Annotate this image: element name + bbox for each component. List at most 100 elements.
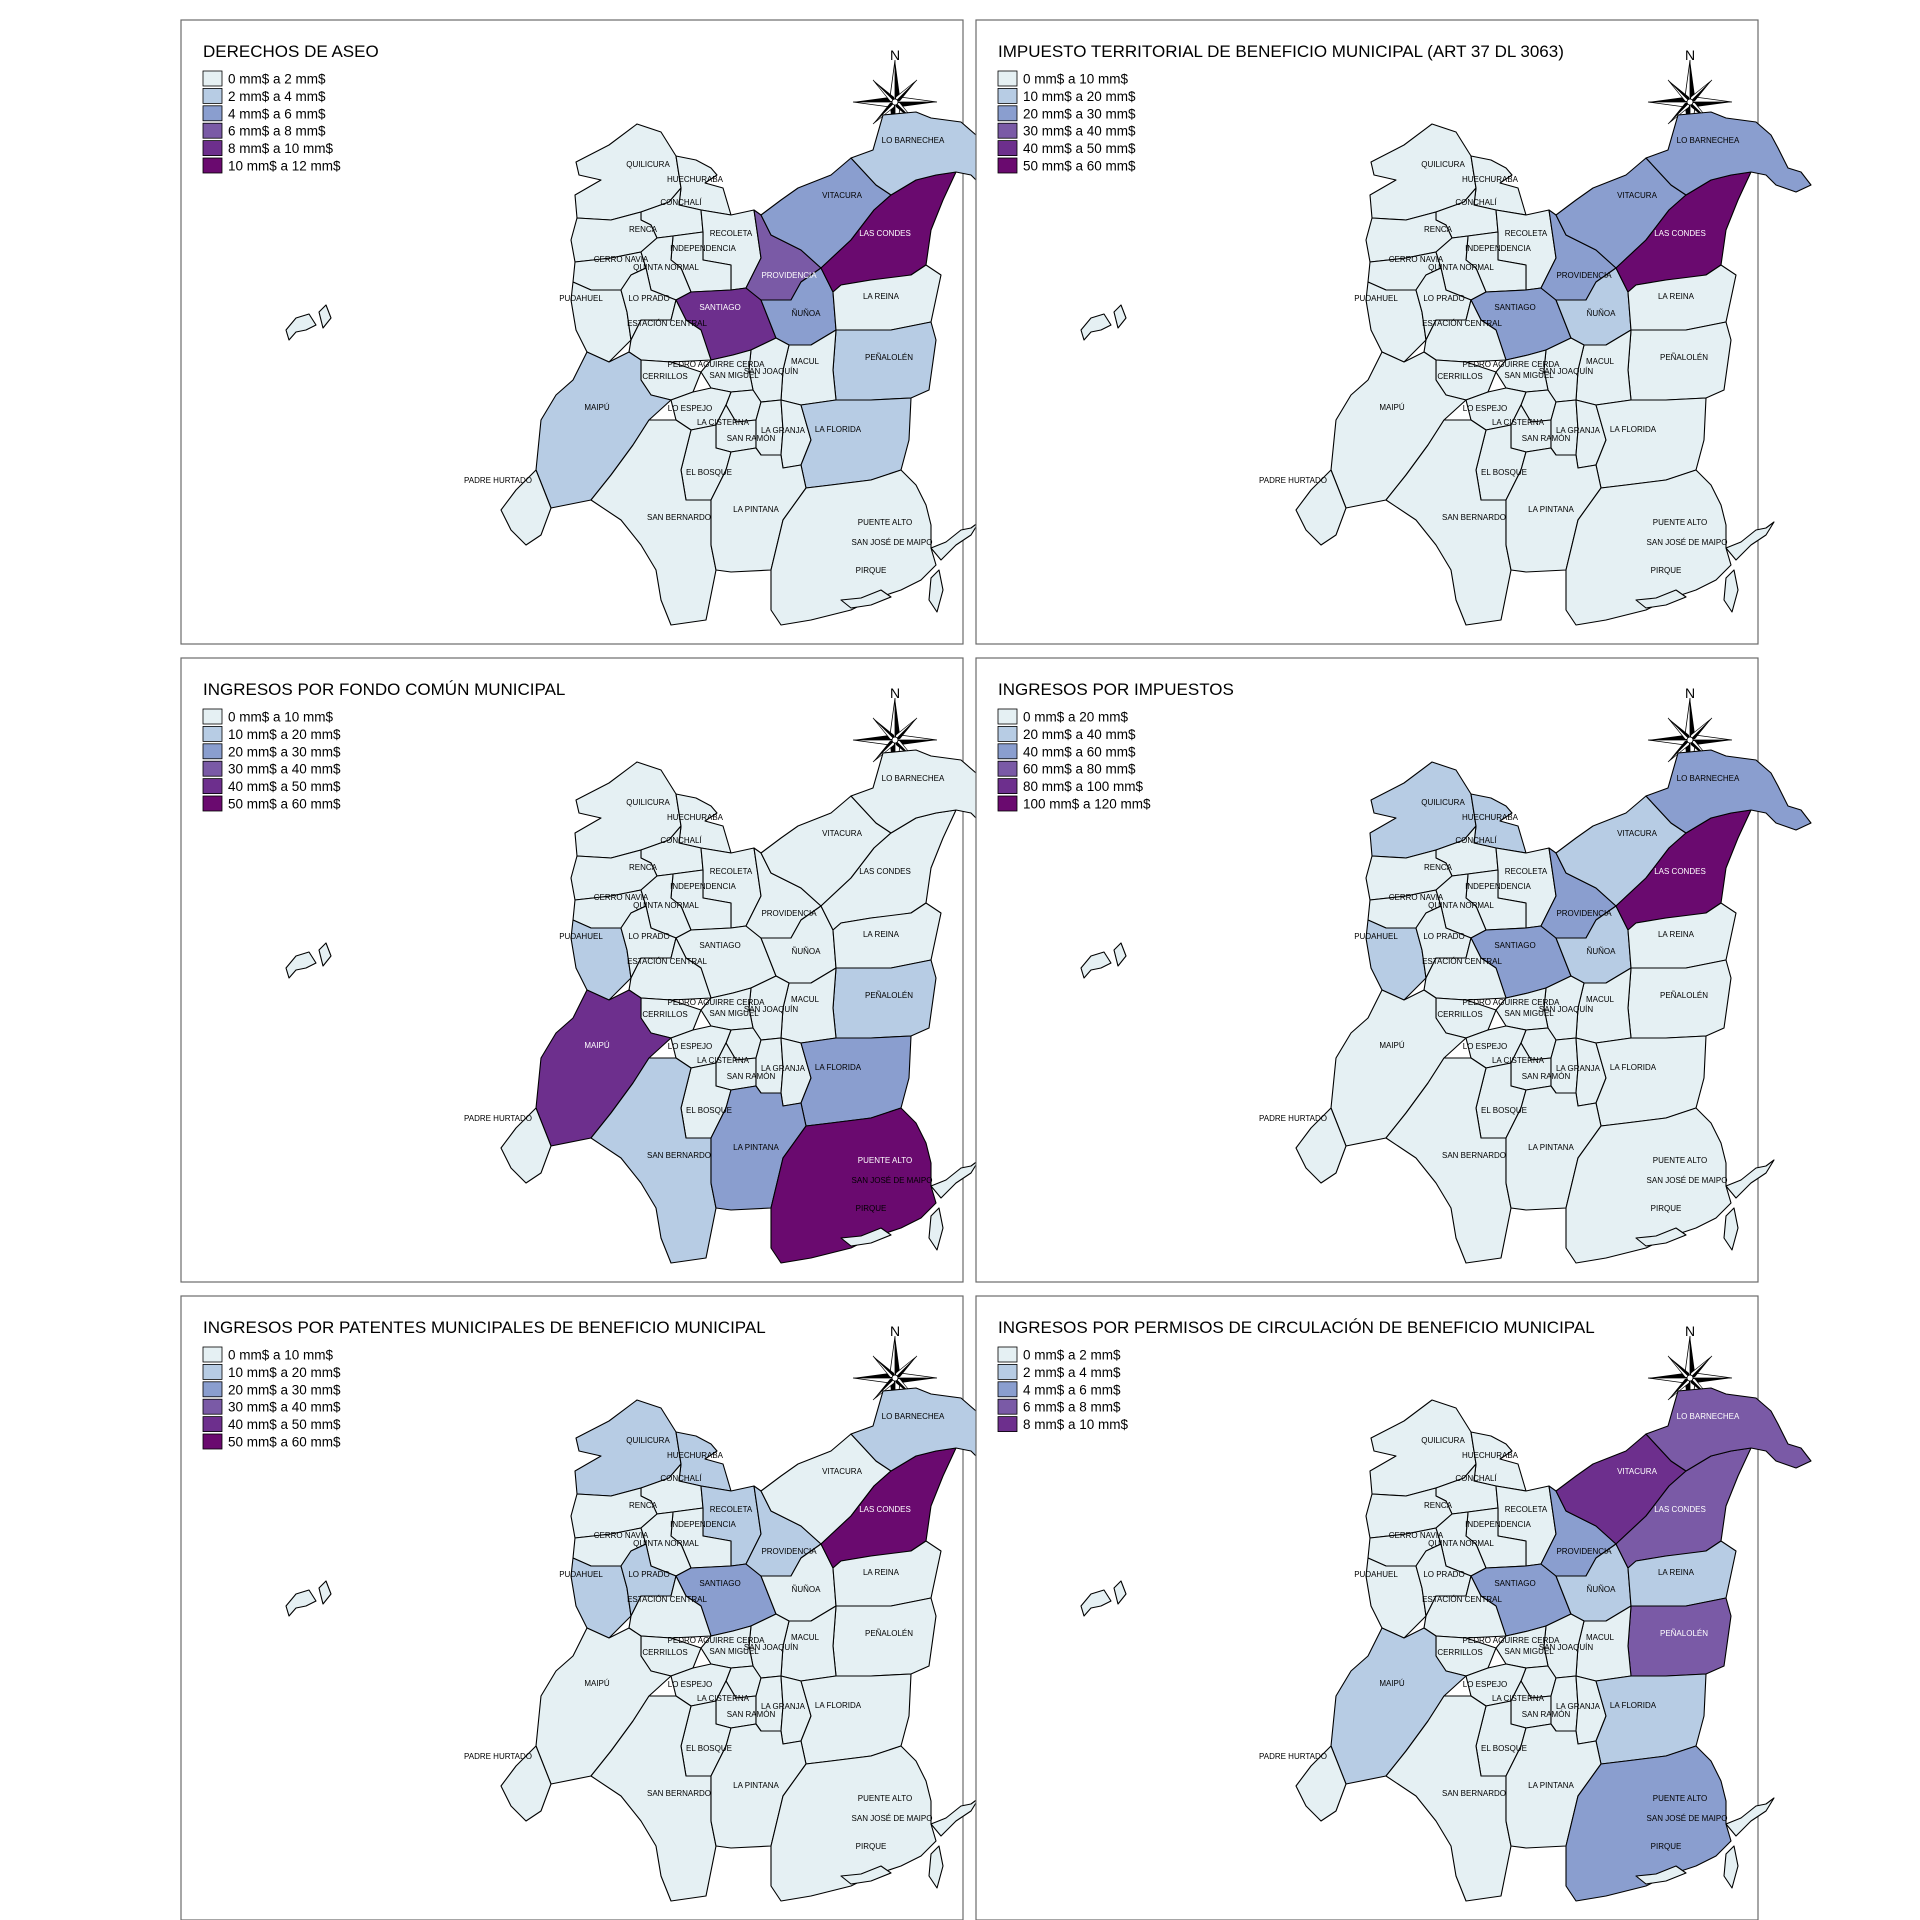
- comuna-label: PEÑALOLÉN: [1660, 991, 1708, 1000]
- comuna-label: RECOLETA: [1505, 867, 1548, 876]
- island-shape: [285, 313, 317, 341]
- comuna-label: ESTACIÓN CENTRAL: [1422, 1595, 1502, 1604]
- comuna-label: LA PINTANA: [733, 1781, 779, 1790]
- comuna-label: INDEPENDENCIA: [1465, 1520, 1531, 1529]
- comuna-label: RENCA: [629, 1501, 658, 1510]
- comuna-label: EL BOSQUE: [1481, 468, 1527, 477]
- comuna-label: MAIPÚ: [1379, 1679, 1405, 1688]
- comuna-pirque: [840, 1865, 892, 1885]
- north-label: N: [890, 47, 900, 63]
- comuna-label: LA PINTANA: [1528, 505, 1574, 514]
- map-panel-5: INGRESOS POR PATENTES MUNICIPALES DE BEN…: [180, 1295, 1017, 1920]
- comuna-label: HUECHURABA: [1462, 1451, 1519, 1460]
- legend-swatch: [202, 157, 223, 174]
- comuna-label: SANTIAGO: [699, 1579, 740, 1588]
- comuna-label: PUDAHUEL: [1354, 1570, 1398, 1579]
- comuna-label: SAN MIGUEL: [1504, 371, 1554, 380]
- island-shape: [1113, 942, 1127, 967]
- legend-label: 0 mm$ a 10 mm$: [1023, 72, 1129, 87]
- north-label: N: [1685, 685, 1695, 701]
- comuna-label: LA REINA: [1658, 292, 1695, 301]
- comuna-label: INDEPENDENCIA: [670, 244, 736, 253]
- comuna-label: SAN MIGUEL: [709, 1009, 759, 1018]
- compass-rose-icon: N: [852, 1323, 938, 1421]
- comuna-label: QUINTA NORMAL: [633, 901, 699, 910]
- legend-swatch: [202, 1346, 223, 1363]
- comuna-label: LA GRANJA: [1556, 1064, 1601, 1073]
- comuna-label: LA GRANJA: [761, 1064, 806, 1073]
- comuna-label: LAS CONDES: [1654, 229, 1706, 238]
- compass-rose-icon: N: [852, 685, 938, 783]
- comuna-label: RECOLETA: [1505, 1505, 1548, 1514]
- map-title: INGRESOS POR PERMISOS DE CIRCULACIÓN DE …: [998, 1318, 1595, 1337]
- map-title: INGRESOS POR PATENTES MUNICIPALES DE BEN…: [203, 1318, 766, 1337]
- comuna-label: PADRE HURTADO: [1259, 1114, 1327, 1123]
- comuna-label: SAN RAMÓN: [727, 1072, 776, 1081]
- legend-label: 6 mm$ a 8 mm$: [228, 124, 326, 139]
- comuna-label: PEDRO AGUIRRE CERDA: [1463, 998, 1561, 1007]
- comuna-label: MACUL: [1586, 1633, 1615, 1642]
- comuna-label: ÑUÑOA: [792, 309, 822, 318]
- map-title: INGRESOS POR FONDO COMÚN MUNICIPAL: [203, 680, 565, 699]
- comuna-label: SAN RAMÓN: [1522, 1072, 1571, 1081]
- legend-label: 20 mm$ a 30 mm$: [228, 1382, 341, 1397]
- legend-swatch: [202, 1416, 223, 1432]
- legend-swatch: [202, 743, 223, 760]
- comuna-label: SANTIAGO: [1494, 1579, 1535, 1588]
- legend-label: 8 mm$ a 10 mm$: [1023, 1417, 1129, 1432]
- compass-rose-icon: N: [1647, 47, 1733, 145]
- legend-label: 0 mm$ a 2 mm$: [1023, 1348, 1121, 1363]
- legend: 0 mm$ a 2 mm$ 2 mm$ a 4 mm$ 4 mm$ a 6 mm$ 6…: [202, 70, 341, 174]
- legend-swatch: [997, 778, 1018, 794]
- comuna-pudahuel: [1365, 919, 1427, 1001]
- comuna-pudahuel: [570, 1557, 632, 1639]
- legend-swatch: [997, 140, 1018, 156]
- legend-swatch: [202, 708, 223, 725]
- comuna-label: RENCA: [629, 863, 658, 872]
- comuna-puente-alto: [770, 1107, 937, 1264]
- comuna-label: LO BARNECHEA: [1677, 774, 1740, 783]
- comuna-label: PROVIDENCIA: [1556, 1547, 1612, 1556]
- legend-swatch: [997, 1416, 1018, 1432]
- comuna-label: VITACURA: [1617, 191, 1658, 200]
- legend-label: 8 mm$ a 10 mm$: [228, 141, 334, 156]
- comuna-label: SAN MIGUEL: [709, 1647, 759, 1656]
- comuna-label: SANTIAGO: [699, 303, 740, 312]
- comuna-label: CONCHALÍ: [660, 1474, 702, 1483]
- comuna-label: LAS CONDES: [1654, 867, 1706, 876]
- map-title: DERECHOS DE ASEO: [203, 42, 379, 61]
- comuna-label: PEDRO AGUIRRE CERDA: [1463, 1636, 1561, 1645]
- comuna-label: EL BOSQUE: [686, 1106, 732, 1115]
- comuna-label: ESTACIÓN CENTRAL: [627, 319, 707, 328]
- legend-label: 30 mm$ a 40 mm$: [1023, 124, 1136, 139]
- comuna-label: CERRO NAVIA: [594, 1531, 649, 1540]
- comuna-label: LAS CONDES: [859, 1505, 911, 1514]
- comuna-label: CERRO NAVIA: [594, 255, 649, 264]
- comuna-label: LO BARNECHEA: [1677, 1412, 1740, 1421]
- comuna-label: LA PINTANA: [1528, 1781, 1574, 1790]
- comuna-label: LA FLORIDA: [815, 425, 862, 434]
- comuna-label: INDEPENDENCIA: [1465, 244, 1531, 253]
- comuna-label: PIRQUE: [1651, 1842, 1682, 1851]
- comuna-label: QUILICURA: [626, 798, 670, 807]
- island-shape: [928, 569, 944, 613]
- comuna-label: SAN RAMÓN: [1522, 1710, 1571, 1719]
- comuna-label: SAN JOSÉ DE MAIPO: [1647, 1814, 1728, 1823]
- comuna-label: ESTACIÓN CENTRAL: [1422, 319, 1502, 328]
- comuna-label: LA GRANJA: [1556, 1702, 1601, 1711]
- legend-label: 60 mm$ a 80 mm$: [1023, 762, 1136, 777]
- comuna-label: LO ESPEJO: [668, 1680, 712, 1689]
- comuna-label: INDEPENDENCIA: [1465, 882, 1531, 891]
- legend-label: 20 mm$ a 30 mm$: [1023, 106, 1136, 121]
- legend-label: 6 mm$ a 8 mm$: [1023, 1400, 1121, 1415]
- comuna-label: PIRQUE: [1651, 566, 1682, 575]
- comuna-lo-barnechea: [1645, 111, 1812, 196]
- legend-swatch: [997, 1364, 1018, 1380]
- comuna-label: LAS CONDES: [859, 867, 911, 876]
- comuna-label: LA CISTERNA: [1492, 1694, 1545, 1703]
- legend-swatch: [997, 88, 1018, 104]
- island-shape: [285, 951, 317, 979]
- comuna-label: SAN BERNARDO: [1442, 1151, 1506, 1160]
- comuna-label: MAIPÚ: [584, 403, 610, 412]
- comuna-label: PEDRO AGUIRRE CERDA: [1463, 360, 1561, 369]
